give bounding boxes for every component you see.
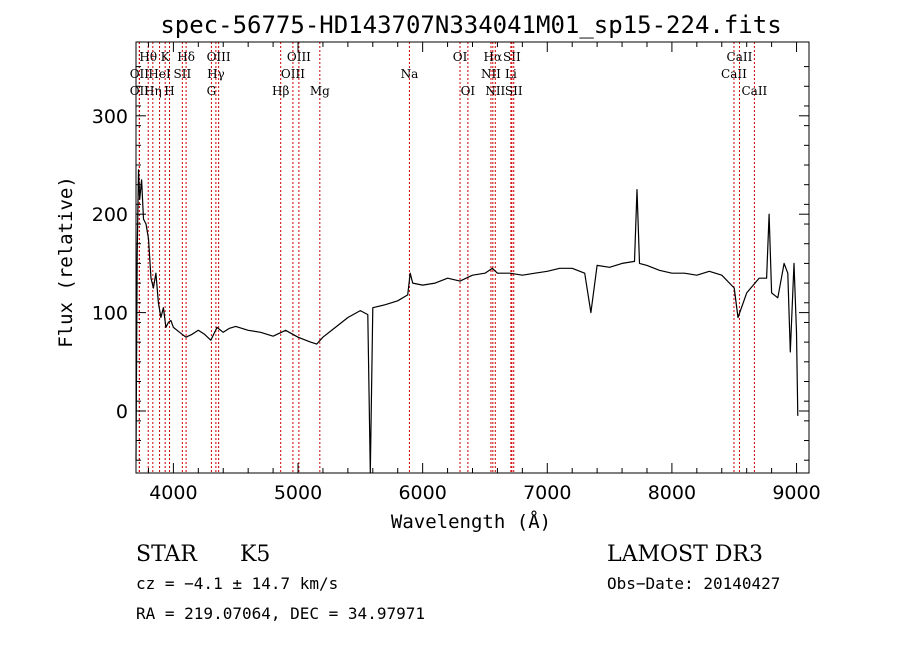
line-marker-label-26: CaII [727,50,753,64]
line-marker-label-21: NII [485,84,505,98]
survey-name: LAMOST DR3 [607,542,763,567]
line-marker-label-13: OIII [281,67,305,81]
y-axis-ticks: 0 100 200 300 [92,66,809,461]
observation-date: Obs−Date: 20140427 [607,574,780,593]
line-marker-label-15: Mg [310,84,330,98]
x-axis-label: Wavelength (Å) [391,510,551,533]
line-marker-label-2: OII [130,84,150,98]
spectrum-line [135,169,799,474]
line-marker-label-3: Hη [144,84,162,98]
x-tick-label-5000: 5000 [274,482,322,504]
plot-frame [135,41,810,474]
line-marker-label-1: Hθ [139,50,157,64]
line-marker-label-9: G [207,84,217,98]
line-marker-label-4: HeI [148,67,171,81]
object-class: STAR [136,542,198,567]
x-axis-ticks: 4000 5000 6000 7000 8000 9000 [147,42,821,504]
chart-title: spec-56775-HD143707N334041M01_sp15-224.f… [160,11,781,39]
line-marker-label-19: NII [481,67,501,81]
coordinates: RA = 219.07064, DEC = 34.97971 [136,604,425,623]
line-marker-label-14: OIII [287,50,311,64]
line-marker-label-27: CaII [741,84,767,98]
x-tick-label-7000: 7000 [523,482,571,504]
line-marker-label-7: SII [174,67,192,81]
x-tick-label-9000: 9000 [772,482,820,504]
line-marker-label-10: Hγ [207,67,225,81]
emission-line-markers: OIIHθOIIHηHeIKHSIIHδGHγOIIIHβOIIIOIIIMgN… [130,42,768,473]
x-tick-label-4000: 4000 [149,482,197,504]
line-marker-label-11: OIII [207,50,231,64]
x-tick-label-6000: 6000 [398,482,446,504]
spectrum-series [135,169,799,474]
y-tick-label-300: 300 [92,106,128,128]
line-marker-label-17: OI [453,50,468,64]
object-subclass: K5 [240,542,270,567]
line-marker-label-12: Hβ [272,84,289,98]
y-tick-label-0: 0 [116,401,128,423]
line-marker-label-8: Hδ [177,50,195,64]
line-marker-label-24: SII [505,84,523,98]
line-marker-label-5: K [161,50,171,64]
line-marker-label-25: CaII [721,67,747,81]
line-marker-label-23: SII [503,50,521,64]
y-tick-label-200: 200 [92,204,128,226]
x-tick-label-8000: 8000 [648,482,696,504]
line-marker-label-18: OI [461,84,476,98]
line-marker-label-16: Na [401,67,419,81]
redshift-value: cz = −4.1 ± 14.7 km/s [136,574,338,593]
y-axis-label: Flux (relative) [55,176,77,348]
y-tick-label-100: 100 [92,303,128,325]
line-marker-label-20: Hα [484,50,503,64]
line-marker-label-22: Li [505,67,517,81]
line-marker-label-6: H [164,84,174,98]
